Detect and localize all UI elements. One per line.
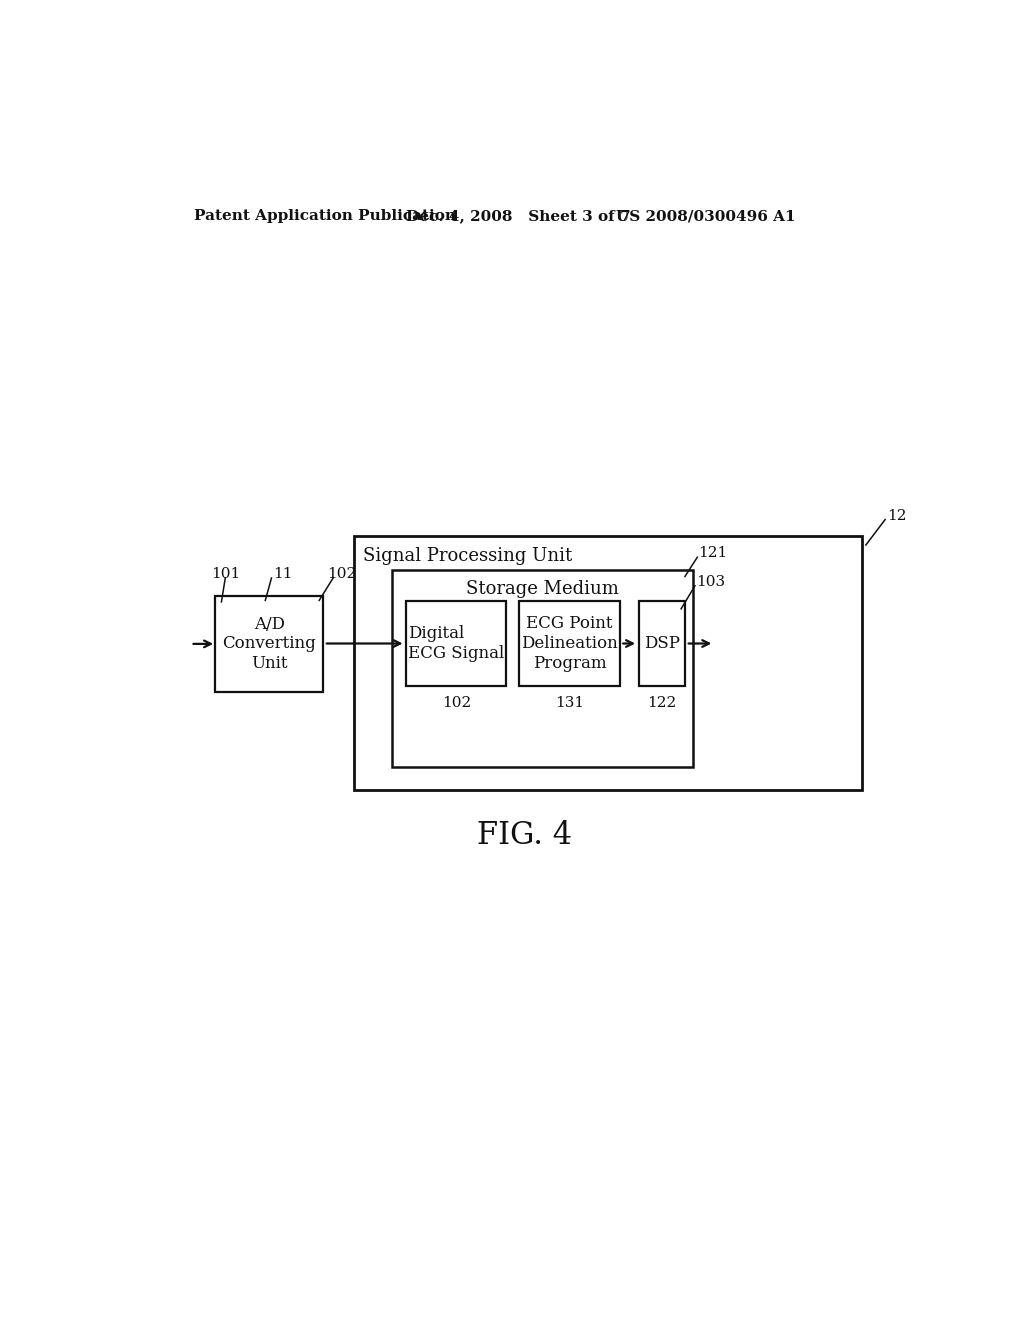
Text: Dec. 4, 2008   Sheet 3 of 7: Dec. 4, 2008 Sheet 3 of 7 [407, 209, 631, 223]
Text: US 2008/0300496 A1: US 2008/0300496 A1 [615, 209, 796, 223]
Text: Signal Processing Unit: Signal Processing Unit [364, 546, 572, 565]
Bar [392, 570, 692, 767]
Bar [519, 601, 620, 686]
Text: 102: 102 [327, 568, 356, 581]
Bar [215, 595, 323, 692]
Text: 122: 122 [647, 696, 677, 710]
Text: 101: 101 [211, 568, 241, 581]
Text: 11: 11 [273, 568, 293, 581]
Text: Storage Medium: Storage Medium [466, 579, 618, 598]
Text: 12: 12 [887, 510, 906, 524]
Text: 121: 121 [698, 546, 727, 561]
Text: Digital
ECG Signal: Digital ECG Signal [409, 626, 505, 661]
Text: 102: 102 [441, 696, 471, 710]
Text: Patent Application Publication: Patent Application Publication [194, 209, 456, 223]
Text: 131: 131 [555, 696, 584, 710]
Text: 103: 103 [696, 576, 726, 589]
Bar [354, 536, 862, 789]
Text: FIG. 4: FIG. 4 [477, 821, 572, 851]
Text: ECG Point
Delineation
Program: ECG Point Delineation Program [521, 615, 617, 672]
Bar [639, 601, 685, 686]
Bar [407, 601, 506, 686]
Text: A/D
Converting
Unit: A/D Converting Unit [222, 616, 316, 672]
Text: DSP: DSP [644, 635, 680, 652]
